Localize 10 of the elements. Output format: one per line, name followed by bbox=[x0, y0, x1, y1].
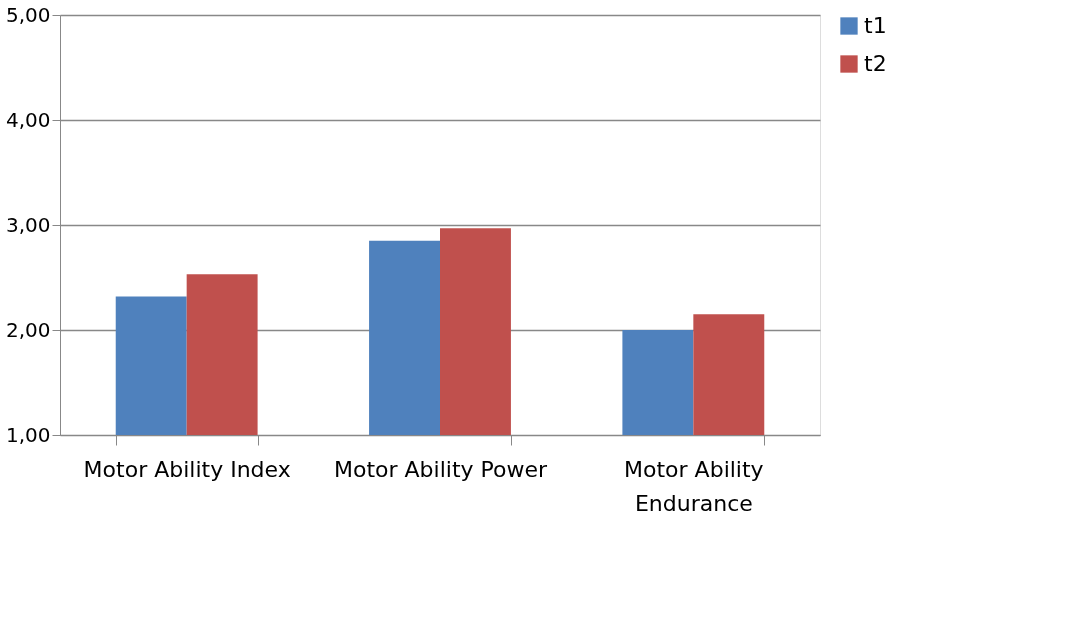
y-tick-label: 2,00 bbox=[5, 317, 51, 342]
legend-label: t2 bbox=[864, 51, 887, 76]
y-tick-label: 4,00 bbox=[5, 107, 51, 132]
legend-label: t1 bbox=[864, 13, 887, 38]
x-tick-label: Motor Ability Power bbox=[333, 456, 548, 482]
y-tick-label: 3,00 bbox=[5, 212, 51, 237]
x-tick-label: Motor Ability Index bbox=[83, 456, 291, 482]
x-tick-label: Motor Ability Endurance bbox=[624, 456, 764, 516]
y-tick-label: 1,00 bbox=[5, 422, 51, 447]
y-tick-label: 5,00 bbox=[5, 2, 51, 27]
